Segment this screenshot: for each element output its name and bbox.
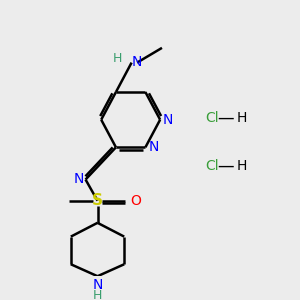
Text: N: N bbox=[132, 55, 142, 69]
Text: N: N bbox=[73, 172, 84, 186]
Text: N: N bbox=[92, 278, 103, 292]
Text: H: H bbox=[113, 52, 122, 65]
Text: —: — bbox=[217, 157, 234, 175]
Text: N: N bbox=[148, 140, 158, 154]
Text: H: H bbox=[93, 289, 102, 300]
Text: O: O bbox=[131, 194, 142, 208]
Text: N: N bbox=[163, 113, 173, 127]
Text: H: H bbox=[236, 111, 247, 125]
Text: S: S bbox=[92, 193, 103, 208]
Text: Cl: Cl bbox=[205, 159, 219, 173]
Text: Cl: Cl bbox=[205, 111, 219, 125]
Text: —: — bbox=[217, 109, 234, 127]
Text: H: H bbox=[236, 159, 247, 173]
